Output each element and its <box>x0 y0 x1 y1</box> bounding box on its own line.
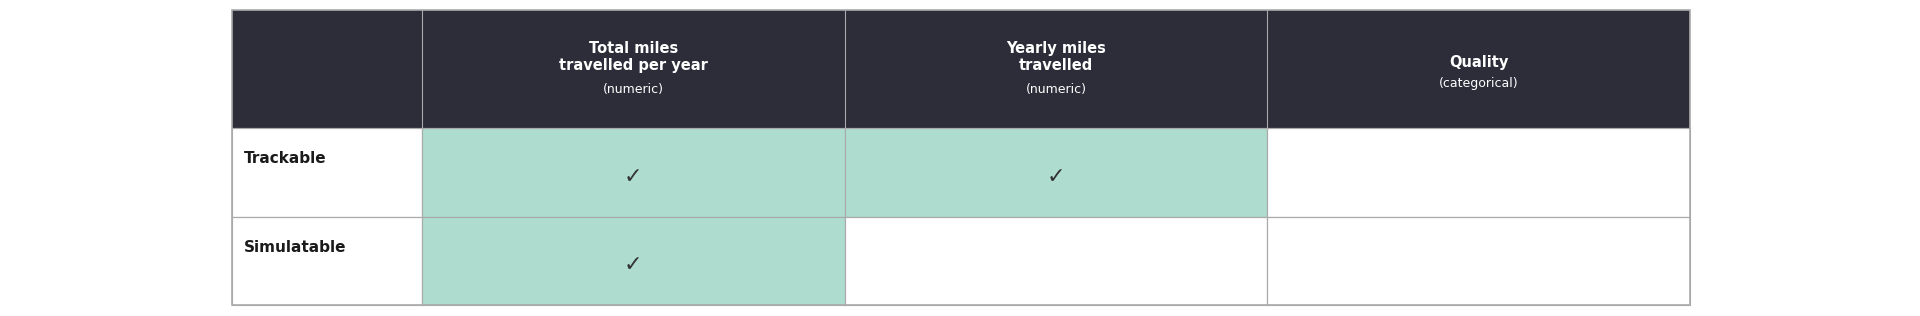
Bar <box>1267 128 1690 216</box>
Bar <box>1267 216 1690 305</box>
Text: Yearly miles
travelled: Yearly miles travelled <box>1006 41 1106 73</box>
Text: Quality: Quality <box>1450 56 1509 70</box>
Bar <box>845 128 1267 216</box>
Bar <box>422 128 845 216</box>
Text: (categorical): (categorical) <box>1438 76 1519 89</box>
Text: ✓: ✓ <box>1046 167 1066 187</box>
Text: Trackable: Trackable <box>244 151 326 167</box>
Bar <box>845 216 1267 305</box>
Bar <box>232 128 422 216</box>
Bar <box>422 10 1690 128</box>
Text: (numeric): (numeric) <box>1025 82 1087 95</box>
Bar <box>232 10 1690 305</box>
Text: Total miles
travelled per year: Total miles travelled per year <box>559 41 708 73</box>
Text: ✓: ✓ <box>624 167 643 187</box>
Bar <box>232 216 422 305</box>
Text: Simulatable: Simulatable <box>244 240 346 255</box>
Text: (numeric): (numeric) <box>603 82 664 95</box>
Bar <box>422 216 845 305</box>
Bar <box>232 10 422 128</box>
Text: ✓: ✓ <box>624 255 643 275</box>
